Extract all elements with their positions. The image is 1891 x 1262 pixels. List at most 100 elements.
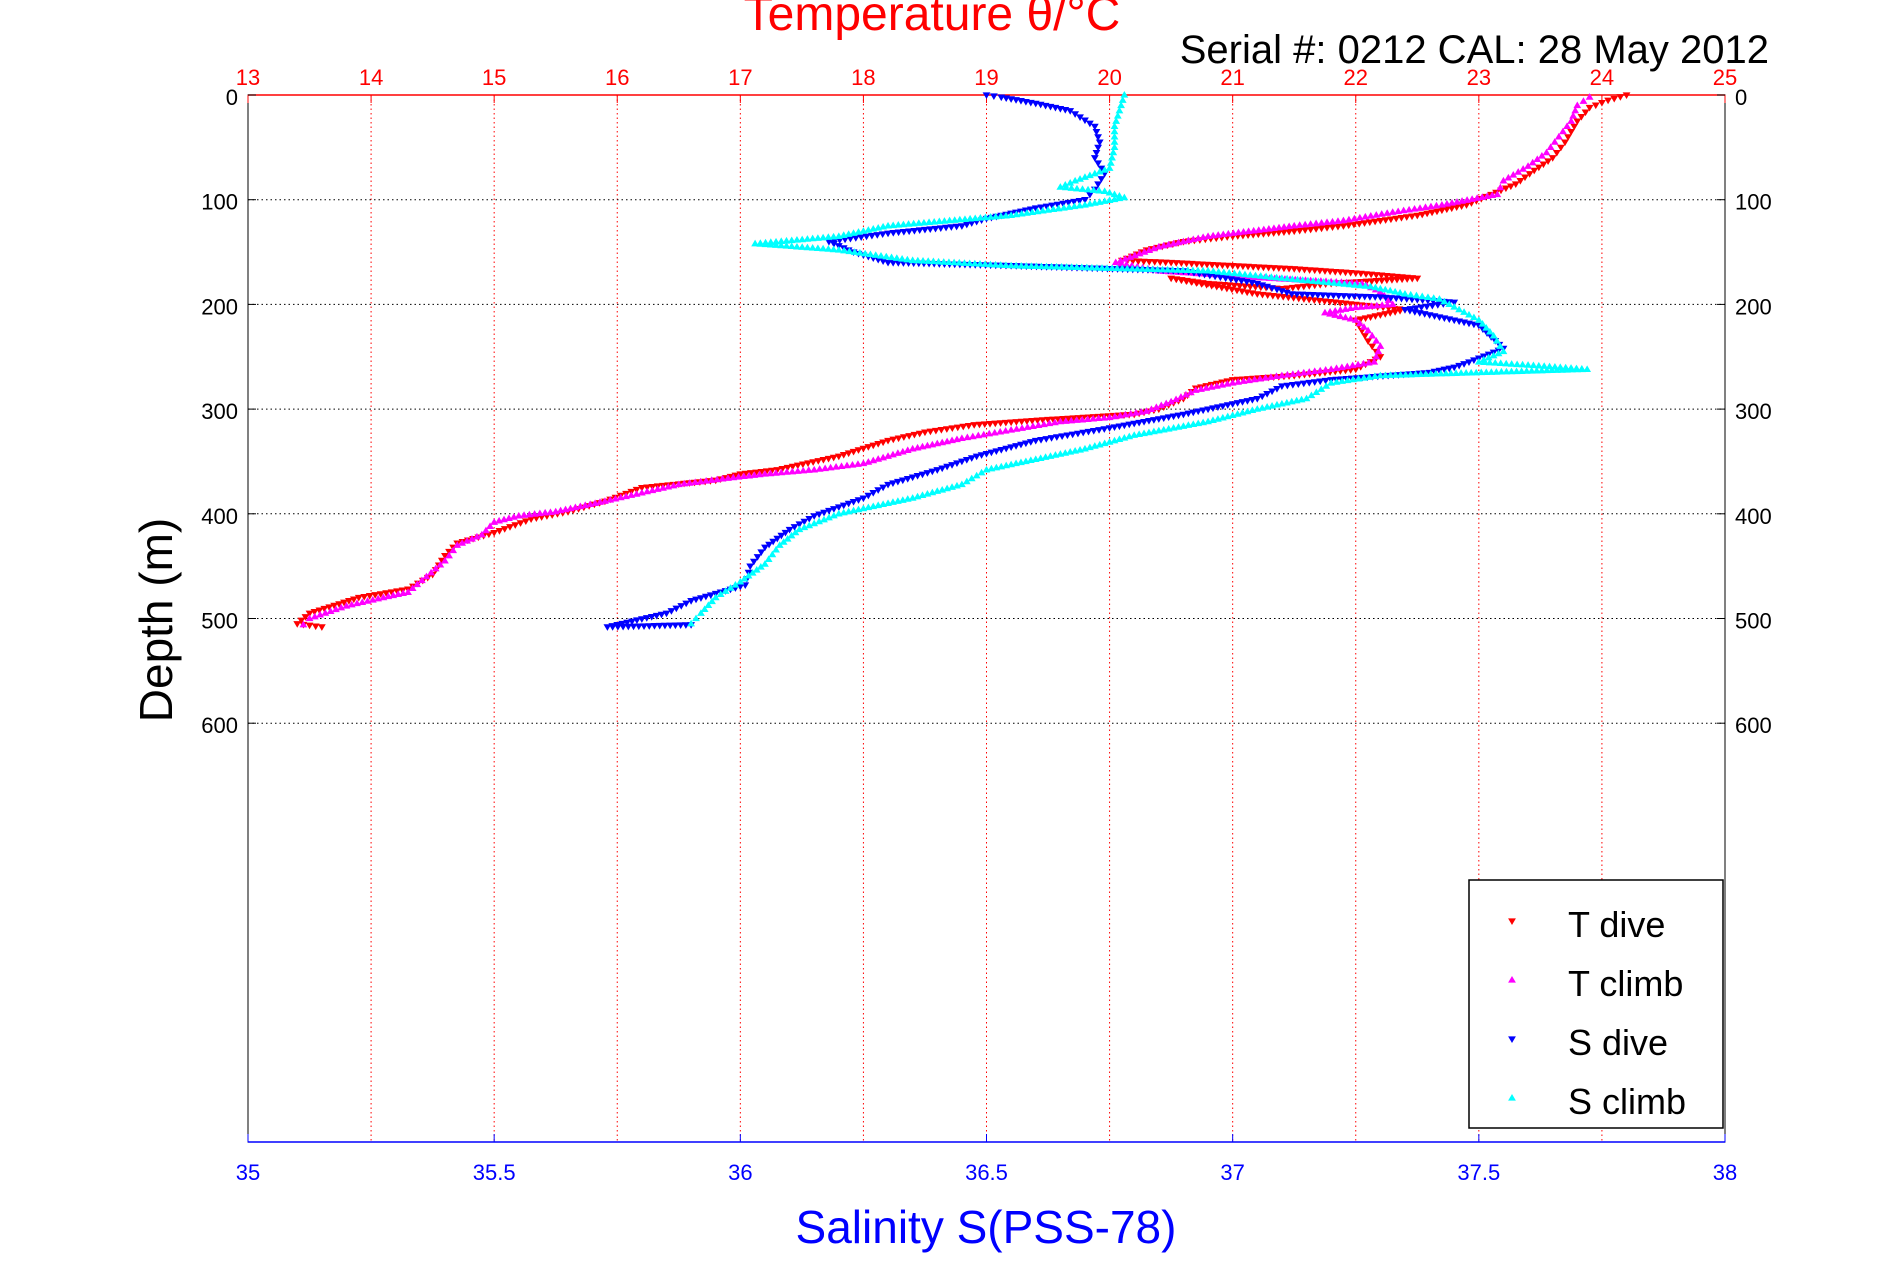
data-point (1238, 408, 1247, 416)
data-point (1457, 369, 1465, 376)
data-point (1378, 301, 1387, 308)
data-point (591, 499, 599, 506)
data-point (1238, 288, 1246, 296)
data-point (1386, 371, 1395, 378)
data-point (1532, 366, 1541, 374)
data-point (1061, 449, 1070, 456)
data-point (924, 257, 933, 264)
data-point (1403, 276, 1412, 283)
data-point (985, 429, 994, 437)
data-point (982, 465, 991, 473)
data-point (1133, 265, 1142, 272)
data-point (1504, 173, 1513, 181)
data-point (1428, 302, 1437, 310)
data-point (750, 471, 759, 478)
data-point (1331, 268, 1340, 276)
data-point (1361, 212, 1370, 220)
data-point (909, 219, 918, 227)
data-point (787, 242, 796, 250)
data-point (1354, 374, 1363, 382)
data-point (1218, 262, 1227, 270)
data-point (1542, 148, 1551, 156)
data-point (919, 256, 927, 264)
data-point (1292, 396, 1301, 404)
data-point (1182, 260, 1191, 268)
data-point (1350, 281, 1359, 288)
data-point (1310, 379, 1319, 386)
data-point (1408, 213, 1416, 221)
data-point (1237, 278, 1246, 285)
data-point (643, 487, 652, 495)
chart-title: Temperature θ/°C (744, 0, 1121, 41)
data-point (571, 503, 580, 511)
data-point (1349, 375, 1357, 383)
data-point (1095, 139, 1104, 147)
data-point (707, 476, 716, 483)
top-tick-label: 13 (236, 65, 260, 90)
data-point (967, 474, 976, 482)
data-point (1273, 400, 1281, 408)
data-point (505, 514, 513, 522)
legend-marker (1508, 1036, 1516, 1043)
data-point (884, 230, 892, 238)
data-point (1581, 109, 1590, 117)
data-point (363, 597, 372, 604)
data-point (1093, 263, 1101, 271)
data-point (1212, 382, 1221, 389)
data-point (1544, 158, 1552, 165)
legend-label: T dive (1568, 904, 1665, 945)
data-point (996, 261, 1005, 268)
data-point (1372, 278, 1381, 285)
data-point (1228, 263, 1237, 270)
data-point (1081, 117, 1089, 125)
data-point (1315, 297, 1324, 305)
data-point (376, 591, 385, 598)
data-point (1022, 262, 1031, 269)
data-point (868, 232, 876, 240)
data-point (1138, 265, 1147, 272)
data-point (1285, 222, 1294, 230)
data-point (1465, 310, 1473, 318)
data-point (957, 434, 966, 442)
data-point (1167, 275, 1176, 283)
data-point (1034, 421, 1043, 429)
data-point (1280, 265, 1288, 273)
data-point (1135, 430, 1144, 438)
data-point (913, 492, 922, 500)
data-point (1381, 294, 1390, 302)
data-point (878, 231, 887, 238)
data-point (1622, 92, 1631, 99)
data-point (1443, 199, 1451, 207)
data-point (1397, 215, 1406, 222)
data-point (751, 239, 760, 247)
data-point (771, 469, 780, 476)
data-point (1078, 415, 1087, 423)
data-point (1473, 194, 1482, 201)
data-point (1229, 229, 1238, 236)
data-point (1233, 263, 1242, 270)
data-point (1259, 225, 1268, 233)
data-point (955, 258, 964, 266)
data-point (360, 593, 369, 601)
data-point (1496, 359, 1505, 367)
data-point (1275, 223, 1283, 231)
data-point (1331, 311, 1340, 318)
data-point (1218, 413, 1227, 421)
bottom-tick-label: 38 (1713, 1160, 1737, 1185)
data-point (1290, 221, 1299, 229)
data-point (871, 251, 880, 258)
left-tick-label: 400 (201, 504, 238, 529)
data-point (914, 219, 923, 226)
data-point (1192, 261, 1201, 268)
data-point (1085, 191, 1094, 199)
data-point (1499, 176, 1508, 184)
data-point (1042, 262, 1051, 270)
data-point (908, 494, 917, 501)
data-point (1524, 361, 1532, 368)
data-point (1235, 283, 1244, 290)
data-point (1239, 377, 1248, 384)
data-point (898, 447, 907, 455)
data-point (1239, 228, 1248, 235)
data-point (1396, 288, 1404, 296)
data-point (1323, 218, 1331, 226)
